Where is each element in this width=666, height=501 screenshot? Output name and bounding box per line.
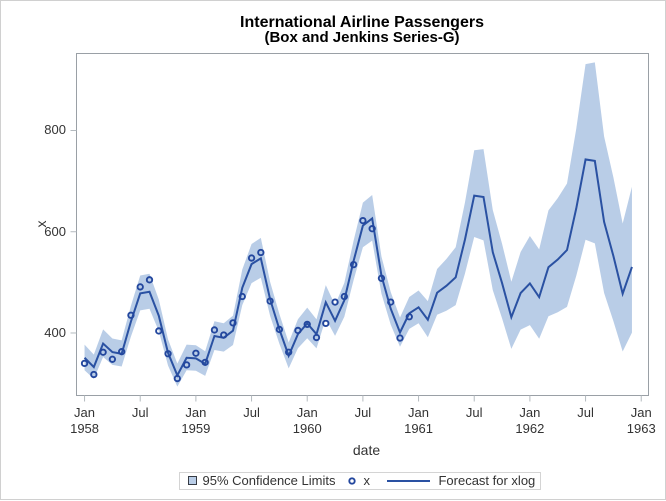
observed-point [220,331,228,339]
observed-point [257,248,265,257]
observed-point [201,358,209,366]
observed-point [182,361,191,369]
observed-point [118,348,126,356]
y-tick-label: 800 [44,122,66,138]
y-tick-label: 400 [44,324,66,340]
observed-point [229,319,237,327]
observed-point [387,298,395,306]
observed-point [247,254,256,262]
forecast-line [83,158,633,378]
observed-point [396,334,404,342]
observed-point [238,292,246,301]
legend-marker-label: x [363,473,370,488]
observed-point [349,260,358,269]
observed-point [377,274,386,282]
x-tick-label: Jul [131,404,149,420]
observed-point [405,313,413,321]
x-tick-label: Jan 1960 [292,404,322,436]
x-tick-label: Jul [465,404,483,420]
observed-point [192,349,200,357]
observed-point [90,370,98,379]
observed-point [266,297,274,305]
observed-point [275,325,284,334]
chart-subtitle: (Box and Jenkins Series-G) [264,29,460,46]
observed-point [303,320,311,329]
x-tick-label: Jan 1959 [181,404,211,436]
x-tick-label: Jul [243,404,260,420]
x-tick-label: Jan 1963 [626,404,656,436]
observed-point [136,283,144,291]
observed-point [294,326,302,335]
observed-point [340,292,348,301]
legend: 95% Confidence Limits x Forecast for xlo… [179,471,542,490]
observed-point [285,348,293,356]
observed-point [164,350,172,358]
observed-point [127,311,135,319]
legend-line-label: Forecast for xlog [438,473,536,488]
observed-point [331,298,339,306]
x-tick-label: Jul [577,404,594,420]
observed-point [359,216,367,225]
legend-band-label: 95% Confidence Limits [202,473,336,488]
observed-point [155,327,163,335]
y-tick-label: 600 [44,223,66,239]
observed-point [108,355,117,363]
x-axis-title: date [352,442,381,458]
x-tick-label: Jan 1962 [515,404,545,436]
observed-point [145,276,154,284]
x-tick-label: Jan 1961 [404,404,434,436]
observed-marker-icon [348,476,357,485]
x-tick-label: Jan 1958 [70,404,100,436]
observed-point [173,374,181,383]
observed-point [322,319,330,328]
observed-point [99,348,107,356]
chart-title: International Airline Passengers [240,14,484,31]
observed-point [368,225,376,233]
forecast-line-swatch-icon [387,479,431,482]
confidence-band [84,62,632,387]
x-tick-label: Jul [354,404,372,420]
observed-point [80,359,89,368]
observed-point [312,333,321,342]
confidence-band-swatch-icon [188,476,197,485]
observed-point [210,326,219,334]
